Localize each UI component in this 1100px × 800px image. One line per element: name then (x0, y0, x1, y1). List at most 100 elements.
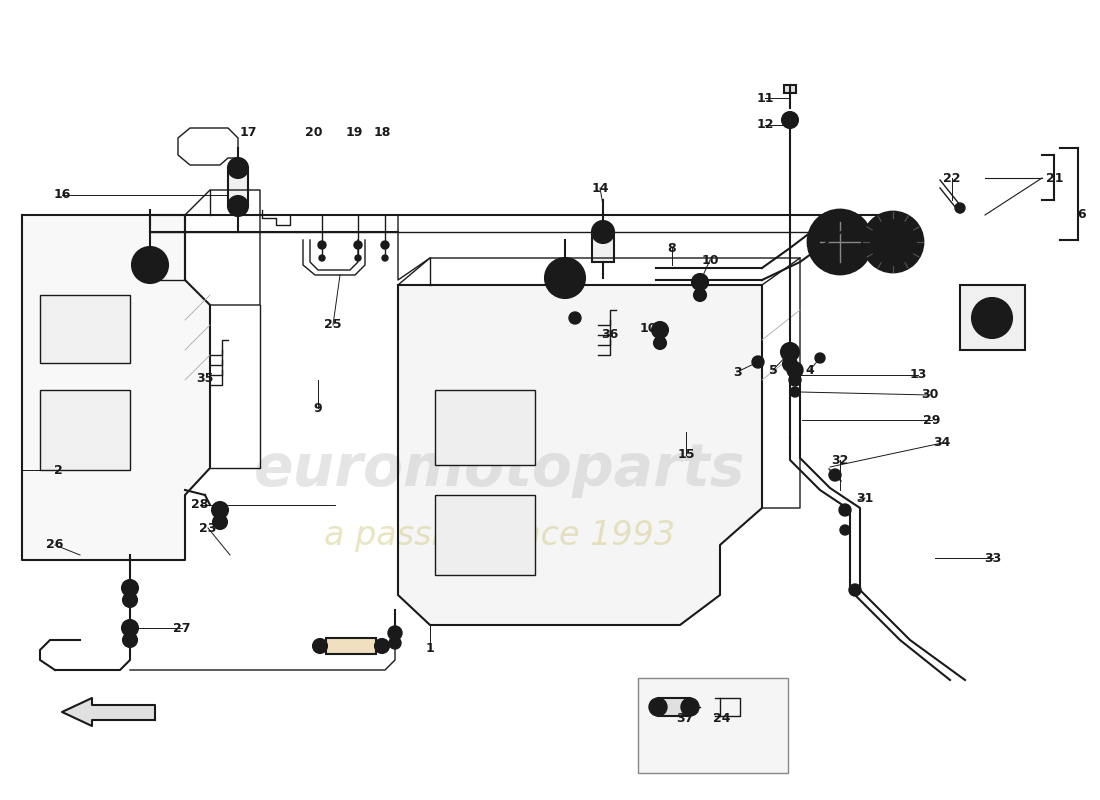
Text: 29: 29 (923, 414, 940, 426)
Text: 31: 31 (856, 491, 873, 505)
Circle shape (132, 247, 168, 283)
Circle shape (388, 626, 401, 640)
Text: 1: 1 (426, 642, 434, 654)
Text: 4: 4 (805, 363, 814, 377)
Circle shape (123, 633, 138, 647)
Text: 37: 37 (676, 711, 694, 725)
Circle shape (782, 112, 797, 128)
Text: 14: 14 (592, 182, 608, 194)
Circle shape (829, 469, 842, 481)
Text: 10: 10 (702, 254, 718, 266)
Text: 20: 20 (306, 126, 322, 138)
Bar (434, 495, 535, 575)
Text: 36: 36 (602, 329, 618, 342)
Circle shape (544, 258, 585, 298)
Text: 10: 10 (639, 322, 657, 334)
Text: 26: 26 (46, 538, 64, 551)
Circle shape (822, 224, 858, 260)
Text: 22: 22 (944, 171, 960, 185)
Circle shape (864, 212, 923, 272)
Circle shape (354, 241, 362, 249)
Circle shape (789, 374, 801, 386)
Text: 6: 6 (1078, 209, 1087, 222)
Text: 19: 19 (345, 126, 363, 138)
Circle shape (783, 357, 798, 371)
Text: a passion since 1993: a passion since 1993 (324, 518, 675, 551)
Circle shape (849, 584, 861, 596)
Circle shape (212, 502, 228, 518)
Text: 15: 15 (678, 449, 695, 462)
Bar (228, 168, 248, 206)
Circle shape (654, 337, 666, 349)
Text: 18: 18 (373, 126, 390, 138)
Circle shape (569, 312, 581, 324)
Text: 9: 9 (314, 402, 322, 414)
Circle shape (840, 525, 850, 535)
Bar (40, 390, 130, 470)
Circle shape (122, 620, 138, 636)
Circle shape (592, 221, 614, 243)
Bar (784, 85, 796, 93)
Text: 5: 5 (769, 363, 778, 377)
Text: 3: 3 (733, 366, 741, 378)
Circle shape (873, 222, 913, 262)
Circle shape (649, 698, 667, 716)
Circle shape (839, 504, 851, 516)
Text: 7: 7 (1001, 311, 1010, 325)
Circle shape (228, 158, 248, 178)
Bar (658, 698, 690, 716)
Text: 24: 24 (713, 711, 730, 725)
Text: 16: 16 (53, 189, 70, 202)
Circle shape (790, 387, 800, 397)
Circle shape (781, 343, 799, 361)
Bar (960, 285, 1025, 350)
Circle shape (213, 515, 227, 529)
Circle shape (228, 196, 248, 216)
Circle shape (140, 255, 159, 275)
Circle shape (553, 266, 578, 290)
Circle shape (355, 255, 361, 261)
Text: 25: 25 (324, 318, 342, 331)
Bar (40, 295, 130, 363)
Circle shape (808, 210, 872, 274)
Bar (592, 232, 614, 262)
Circle shape (694, 289, 706, 301)
Circle shape (652, 322, 668, 338)
Bar (326, 638, 376, 654)
Circle shape (382, 255, 388, 261)
Text: 2: 2 (54, 463, 63, 477)
Circle shape (381, 241, 389, 249)
Circle shape (375, 639, 389, 653)
Circle shape (955, 203, 965, 213)
Text: 34: 34 (933, 437, 950, 450)
Polygon shape (398, 285, 762, 625)
Text: 11: 11 (757, 91, 773, 105)
Circle shape (692, 274, 708, 290)
Text: 33: 33 (984, 551, 1002, 565)
Text: 13: 13 (910, 369, 926, 382)
Circle shape (123, 593, 138, 607)
Circle shape (752, 356, 764, 368)
Circle shape (122, 580, 138, 596)
Text: 21: 21 (1046, 171, 1064, 185)
Polygon shape (22, 215, 210, 560)
Circle shape (314, 639, 327, 653)
Text: 30: 30 (922, 389, 938, 402)
Circle shape (319, 255, 324, 261)
Text: 32: 32 (832, 454, 849, 466)
Circle shape (972, 298, 1012, 338)
Circle shape (815, 353, 825, 363)
Polygon shape (62, 698, 155, 726)
Text: 28: 28 (191, 498, 209, 511)
Text: 23: 23 (199, 522, 217, 534)
Circle shape (318, 241, 326, 249)
Text: 35: 35 (196, 371, 213, 385)
Bar (434, 390, 535, 465)
Text: 8: 8 (668, 242, 676, 254)
Text: 27: 27 (174, 622, 190, 634)
Bar (638, 678, 788, 773)
Circle shape (786, 116, 794, 124)
Circle shape (681, 698, 698, 716)
Text: 12: 12 (757, 118, 773, 131)
Text: euromotoparts: euromotoparts (254, 442, 746, 498)
